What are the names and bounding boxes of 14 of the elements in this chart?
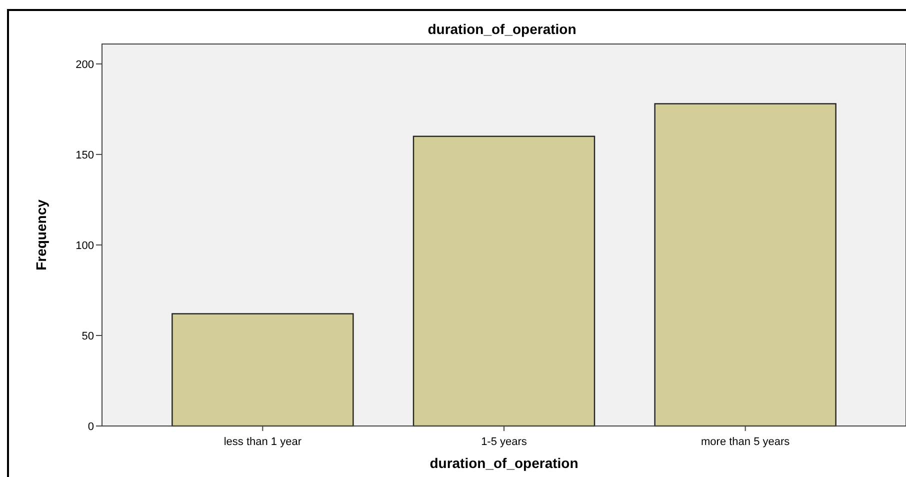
y-tick-label: 100: [76, 240, 94, 252]
x-tick-label: 1-5 years: [481, 436, 528, 448]
x-tick-label: less than 1 year: [224, 436, 302, 448]
y-axis-title: Frequency: [33, 199, 49, 270]
bar: [412, 136, 596, 427]
x-axis-title: duration_of_operation: [430, 455, 578, 471]
bar: [172, 313, 354, 427]
y-tick-label: 150: [76, 149, 94, 162]
chart-title: duration_of_operation: [428, 21, 576, 37]
y-tick-label: 200: [76, 58, 94, 71]
y-tick-label: 0: [88, 421, 94, 433]
bar: [654, 103, 836, 427]
y-tick-label: 50: [82, 330, 94, 342]
x-tick-label: more than 5 years: [701, 436, 790, 448]
